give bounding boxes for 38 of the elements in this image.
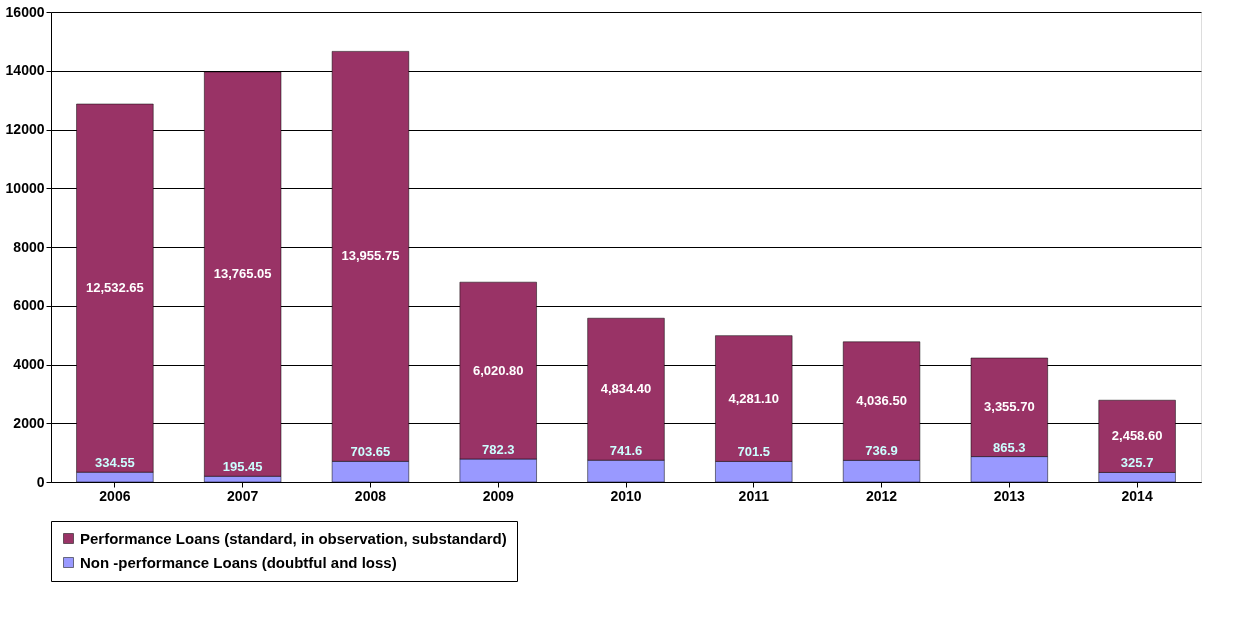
data-label: 195.45 (222, 459, 263, 475)
legend-label: Non -performance Loans (doubtful and loss) (80, 553, 397, 571)
data-label: 741.6 (609, 443, 643, 459)
data-label: 13,765.05 (213, 266, 272, 282)
data-label: 865.3 (993, 439, 1026, 455)
data-label: 4,834.40 (600, 381, 652, 397)
y-tick-label: 6000 (13, 297, 45, 314)
y-tick-label: 4000 (13, 356, 45, 372)
y-tick-label: 12000 (5, 121, 45, 137)
x-tick-label: 2014 (1121, 487, 1153, 504)
x-tick-label: 2008 (354, 487, 387, 504)
data-label: 701.5 (737, 444, 771, 460)
y-tick-label: 10000 (5, 179, 45, 196)
y-tick-label: 16000 (5, 3, 45, 20)
x-tick-label: 2011 (738, 487, 770, 504)
data-label: 12,532.65 (85, 280, 144, 296)
x-tick-label: 2013 (993, 487, 1026, 504)
data-label: 13,955.75 (341, 248, 400, 264)
legend-label: Performance Loans (standard, in observation, substandard) (80, 529, 507, 547)
x-tick-label: 2010 (610, 487, 642, 504)
x-tick-label: 2012 (865, 487, 898, 504)
data-label: 4,281.10 (728, 390, 780, 406)
x-tick-label: 2009 (482, 487, 514, 504)
data-label: 325.7 (1120, 455, 1154, 471)
data-label: 4,036.50 (856, 393, 907, 409)
y-tick-label: 0 (36, 473, 45, 490)
x-tick-label: 2007 (227, 487, 259, 504)
y-tick-label: 2000 (13, 414, 45, 431)
data-label: 703.65 (350, 444, 391, 460)
data-label: 2,458.60 (1111, 428, 1163, 444)
y-tick-label: 14000 (5, 62, 45, 79)
data-label: 782.3 (481, 442, 515, 458)
y-tick-label: 8000 (13, 238, 45, 255)
x-tick-label: 2006 (99, 487, 131, 504)
data-label: 6,020.80 (472, 362, 524, 378)
data-label: 736.9 (865, 443, 898, 459)
data-label: 3,355.70 (984, 399, 1035, 415)
data-label: 334.55 (95, 455, 135, 471)
